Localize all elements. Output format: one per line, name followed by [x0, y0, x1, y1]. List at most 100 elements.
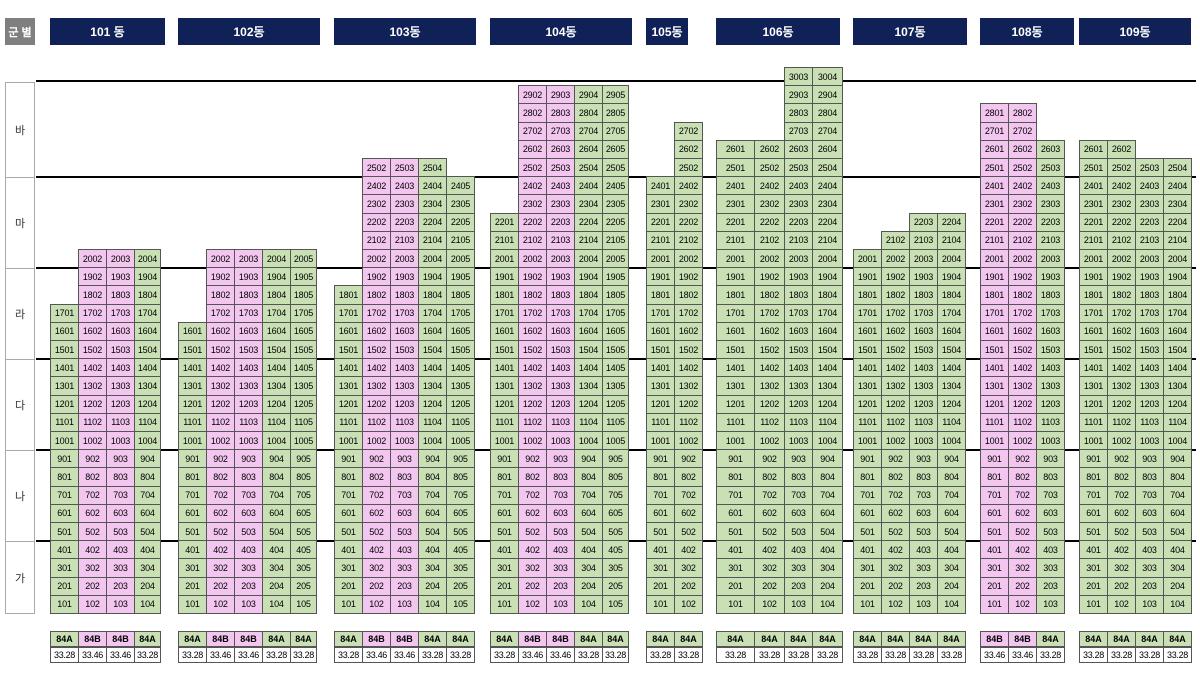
- unit-cell[interactable]: 1701: [646, 303, 675, 323]
- unit-cell[interactable]: 702: [518, 485, 547, 505]
- unit-cell[interactable]: 1101: [980, 412, 1009, 432]
- unit-cell[interactable]: 903: [1135, 449, 1164, 469]
- unit-cell[interactable]: 801: [50, 467, 79, 487]
- unit-cell[interactable]: 401: [853, 540, 882, 560]
- unit-cell[interactable]: 702: [1107, 485, 1136, 505]
- unit-cell[interactable]: 801: [646, 467, 675, 487]
- unit-cell[interactable]: 802: [78, 467, 107, 487]
- unit-cell[interactable]: 901: [646, 449, 675, 469]
- unit-cell[interactable]: 2903: [546, 85, 575, 105]
- unit-cell[interactable]: 2103: [1135, 230, 1164, 250]
- unit-cell[interactable]: 1601: [646, 321, 675, 341]
- unit-cell[interactable]: 401: [716, 540, 755, 560]
- unit-cell[interactable]: 702: [881, 485, 910, 505]
- unit-cell[interactable]: 101: [646, 594, 675, 614]
- unit-cell[interactable]: 1103: [784, 412, 813, 432]
- unit-cell[interactable]: 1503: [106, 340, 135, 360]
- unit-cell[interactable]: 1104: [812, 412, 843, 432]
- unit-cell[interactable]: 302: [1008, 558, 1037, 578]
- unit-cell[interactable]: 704: [134, 485, 161, 505]
- unit-cell[interactable]: 1602: [362, 321, 391, 341]
- unit-cell[interactable]: 1401: [50, 358, 79, 378]
- unit-cell[interactable]: 2704: [574, 121, 603, 141]
- unit-cell[interactable]: 2305: [602, 194, 629, 214]
- unit-cell[interactable]: 2404: [574, 176, 603, 196]
- unit-cell[interactable]: 1003: [784, 431, 813, 451]
- unit-cell[interactable]: 2205: [602, 212, 629, 232]
- unit-cell[interactable]: 205: [446, 576, 475, 596]
- unit-cell[interactable]: 1202: [674, 394, 703, 414]
- unit-cell[interactable]: 1704: [812, 303, 843, 323]
- unit-cell[interactable]: 1503: [390, 340, 419, 360]
- unit-cell[interactable]: 403: [390, 540, 419, 560]
- unit-cell[interactable]: 202: [881, 576, 910, 596]
- unit-cell[interactable]: 503: [1135, 522, 1164, 542]
- unit-cell[interactable]: 1703: [390, 303, 419, 323]
- unit-cell[interactable]: 2504: [812, 158, 843, 178]
- unit-cell[interactable]: 603: [1135, 503, 1164, 523]
- unit-cell[interactable]: 1804: [1163, 285, 1192, 305]
- unit-cell[interactable]: 1404: [574, 358, 603, 378]
- unit-cell[interactable]: 203: [1036, 576, 1065, 596]
- unit-cell[interactable]: 802: [518, 467, 547, 487]
- unit-cell[interactable]: 1301: [334, 376, 363, 396]
- unit-cell[interactable]: 302: [518, 558, 547, 578]
- unit-cell[interactable]: 1504: [574, 340, 603, 360]
- unit-cell[interactable]: 1302: [754, 376, 785, 396]
- unit-cell[interactable]: 303: [106, 558, 135, 578]
- unit-cell[interactable]: 1103: [1036, 412, 1065, 432]
- unit-cell[interactable]: 1602: [1008, 321, 1037, 341]
- unit-cell[interactable]: 801: [178, 467, 207, 487]
- unit-cell[interactable]: 1305: [446, 376, 475, 396]
- unit-cell[interactable]: 2603: [546, 139, 575, 159]
- unit-cell[interactable]: 602: [674, 503, 703, 523]
- unit-cell[interactable]: 1302: [1008, 376, 1037, 396]
- unit-cell[interactable]: 203: [106, 576, 135, 596]
- unit-cell[interactable]: 1001: [178, 431, 207, 451]
- unit-cell[interactable]: 304: [1163, 558, 1192, 578]
- unit-cell[interactable]: 1802: [754, 285, 785, 305]
- unit-cell[interactable]: 905: [290, 449, 317, 469]
- unit-cell[interactable]: 2105: [446, 230, 475, 250]
- unit-cell[interactable]: 2303: [784, 194, 813, 214]
- unit-cell[interactable]: 605: [446, 503, 475, 523]
- unit-cell[interactable]: 1703: [106, 303, 135, 323]
- unit-cell[interactable]: 2003: [1036, 249, 1065, 269]
- unit-cell[interactable]: 401: [334, 540, 363, 560]
- unit-cell[interactable]: 2302: [362, 194, 391, 214]
- unit-cell[interactable]: 1402: [881, 358, 910, 378]
- unit-cell[interactable]: 2702: [518, 121, 547, 141]
- unit-cell[interactable]: 803: [546, 467, 575, 487]
- unit-cell[interactable]: 103: [784, 594, 813, 614]
- unit-cell[interactable]: 1205: [290, 394, 317, 414]
- unit-cell[interactable]: 301: [980, 558, 1009, 578]
- unit-cell[interactable]: 201: [853, 576, 882, 596]
- unit-cell[interactable]: 903: [234, 449, 263, 469]
- unit-cell[interactable]: 2202: [674, 212, 703, 232]
- unit-cell[interactable]: 1402: [78, 358, 107, 378]
- unit-cell[interactable]: 1004: [574, 431, 603, 451]
- unit-cell[interactable]: 1303: [1135, 376, 1164, 396]
- unit-cell[interactable]: 201: [490, 576, 519, 596]
- unit-cell[interactable]: 803: [909, 467, 938, 487]
- unit-cell[interactable]: 1403: [106, 358, 135, 378]
- unit-cell[interactable]: 1102: [206, 412, 235, 432]
- unit-cell[interactable]: 1701: [334, 303, 363, 323]
- unit-cell[interactable]: 402: [1107, 540, 1136, 560]
- unit-cell[interactable]: 303: [390, 558, 419, 578]
- unit-cell[interactable]: 1305: [602, 376, 629, 396]
- unit-cell[interactable]: 1103: [234, 412, 263, 432]
- unit-cell[interactable]: 2102: [881, 230, 910, 250]
- unit-cell[interactable]: 1901: [716, 267, 755, 287]
- unit-cell[interactable]: 202: [674, 576, 703, 596]
- unit-cell[interactable]: 1701: [490, 303, 519, 323]
- unit-cell[interactable]: 1303: [546, 376, 575, 396]
- unit-cell[interactable]: 1102: [78, 412, 107, 432]
- unit-cell[interactable]: 203: [390, 576, 419, 596]
- unit-cell[interactable]: 101: [178, 594, 207, 614]
- unit-cell[interactable]: 502: [881, 522, 910, 542]
- unit-cell[interactable]: 2301: [716, 194, 755, 214]
- unit-cell[interactable]: 1402: [754, 358, 785, 378]
- unit-cell[interactable]: 1502: [518, 340, 547, 360]
- unit-cell[interactable]: 1903: [1036, 267, 1065, 287]
